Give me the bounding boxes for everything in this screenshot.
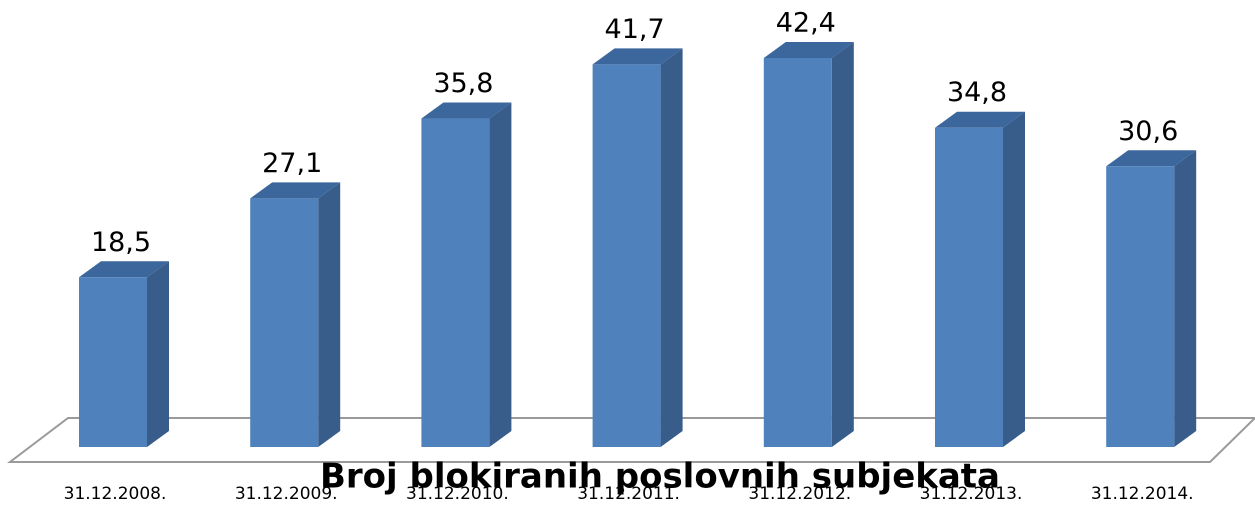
x-tick-label: 31.12.2010. <box>406 484 509 504</box>
bar-top <box>763 42 854 58</box>
bar-front <box>1106 166 1175 447</box>
bar-front <box>421 118 490 448</box>
bar <box>592 48 683 447</box>
bar <box>421 102 512 448</box>
x-tick-label: 31.12.2012. <box>748 484 851 504</box>
bar-front <box>79 277 147 447</box>
bar-side <box>489 102 512 448</box>
data-label: 34,8 <box>947 77 1007 108</box>
bar <box>79 261 169 447</box>
data-label: 27,1 <box>262 148 322 179</box>
data-label: 35,8 <box>433 68 493 99</box>
data-label: 18,5 <box>91 227 151 258</box>
bar <box>250 182 341 447</box>
bar-side <box>1174 150 1197 447</box>
bar-top <box>79 261 169 278</box>
data-label: 30,6 <box>1118 116 1178 147</box>
x-tick-label: 31.12.2009. <box>235 484 338 504</box>
data-label: 42,4 <box>776 8 836 39</box>
bar <box>935 111 1025 448</box>
bar-top <box>592 48 683 65</box>
bar-front <box>935 127 1003 448</box>
chart-title: Broj blokiranih poslovnih subjekata <box>320 457 1000 497</box>
bar-side <box>660 48 683 447</box>
x-tick-label: 31.12.2008. <box>64 484 167 504</box>
bar-side <box>318 182 341 447</box>
bar-front <box>592 64 661 447</box>
bar-side <box>147 261 169 447</box>
bar-front <box>250 198 319 447</box>
bar <box>1106 150 1197 447</box>
bar-front <box>763 58 832 447</box>
bar-side <box>1003 111 1025 448</box>
bar <box>763 42 854 447</box>
bar-side <box>831 42 854 447</box>
x-tick-label: 31.12.2013. <box>920 484 1023 504</box>
x-tick-label: 31.12.2011. <box>577 484 680 504</box>
bar-top <box>250 182 341 199</box>
x-tick-label: 31.12.2014. <box>1091 484 1194 504</box>
bar-top <box>1106 150 1197 167</box>
data-label: 41,7 <box>605 14 665 45</box>
bar-top <box>935 111 1025 128</box>
bar-top <box>421 102 512 119</box>
